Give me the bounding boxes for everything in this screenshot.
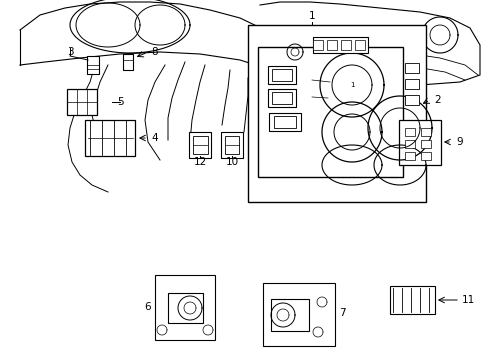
Bar (167, 293, 202, 323)
Bar (192, 136, 207, 154)
Bar (389, 286, 434, 314)
Bar (420, 140, 430, 148)
Bar (354, 40, 364, 50)
Bar (270, 299, 308, 331)
Text: 10: 10 (225, 157, 238, 167)
Bar (404, 152, 414, 160)
Text: 1: 1 (349, 82, 353, 88)
Text: 4: 4 (151, 133, 158, 143)
Text: 5: 5 (117, 97, 123, 107)
Text: 8: 8 (151, 47, 158, 57)
Text: 3: 3 (66, 47, 73, 57)
Bar (123, 54, 133, 70)
Bar (221, 132, 243, 158)
Bar (271, 69, 291, 81)
Bar (87, 56, 99, 74)
Bar (257, 47, 402, 177)
Bar (420, 152, 430, 160)
Text: 6: 6 (144, 302, 151, 312)
Bar (267, 89, 295, 107)
Text: 12: 12 (193, 157, 206, 167)
Bar (224, 136, 239, 154)
Bar (271, 92, 291, 104)
Text: 1: 1 (308, 11, 315, 21)
Text: 9: 9 (456, 137, 462, 147)
Bar (189, 132, 210, 158)
Bar (67, 89, 97, 115)
Bar (85, 120, 135, 156)
Bar (404, 79, 418, 89)
Bar (267, 66, 295, 84)
Bar (398, 120, 440, 165)
Bar (312, 37, 367, 53)
Bar (312, 40, 323, 50)
Text: 7: 7 (338, 308, 345, 318)
Bar (263, 283, 334, 346)
Text: 11: 11 (461, 295, 474, 305)
Bar (155, 275, 215, 340)
Bar (420, 128, 430, 136)
Bar (326, 40, 336, 50)
Bar (404, 95, 418, 105)
Bar (404, 128, 414, 136)
Bar (340, 40, 350, 50)
Bar (404, 63, 418, 73)
Bar (404, 140, 414, 148)
Bar (273, 116, 295, 128)
Bar (268, 113, 301, 131)
Text: 2: 2 (434, 95, 440, 105)
Bar (247, 25, 425, 202)
